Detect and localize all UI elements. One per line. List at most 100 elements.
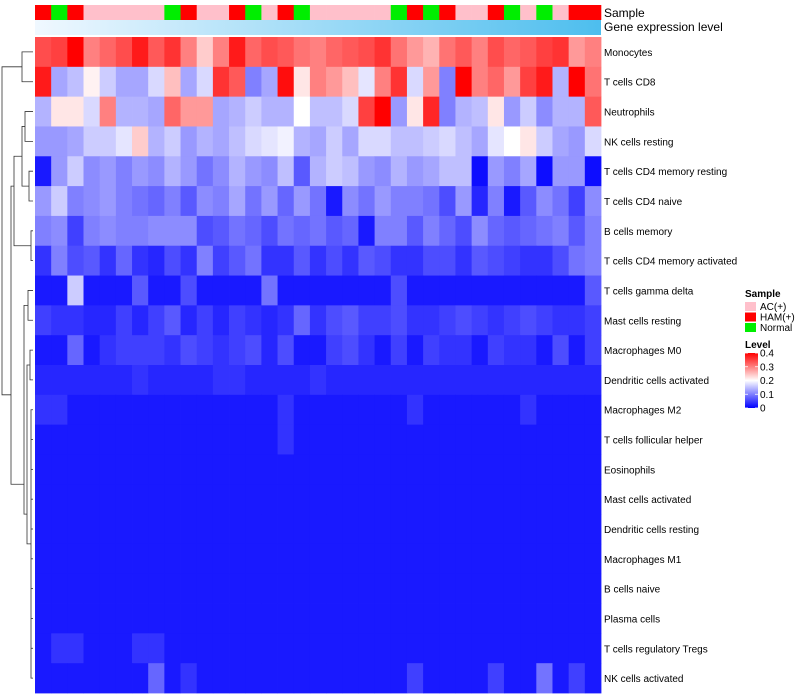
heatmap-cell: [487, 663, 505, 694]
heatmap-cell: [536, 37, 553, 68]
heatmap-cell: [584, 663, 602, 694]
heatmap-cell: [196, 663, 214, 694]
row-label: T cells follicular helper: [604, 436, 703, 447]
heatmap-cell: [229, 335, 246, 366]
heatmap-cell: [180, 394, 198, 426]
heatmap-cell: [83, 663, 101, 694]
heatmap-cell: [261, 514, 278, 545]
heatmap-cell: [83, 66, 101, 98]
heatmap-cell: [67, 156, 84, 187]
heatmap-cell: [196, 335, 214, 366]
dendrogram-branch: [24, 111, 33, 142]
heatmap-cell: [164, 573, 181, 604]
heatmap-cell: [487, 454, 505, 485]
heatmap-cell: [584, 126, 602, 157]
heatmap-cell: [342, 543, 359, 575]
heatmap-cell: [536, 186, 553, 217]
heatmap-cell: [229, 37, 246, 68]
heatmap-cell: [83, 335, 101, 366]
heatmap-cell: [115, 305, 133, 336]
heatmap-cell: [584, 335, 602, 366]
heatmap-cell: [229, 66, 246, 98]
heatmap-cell: [439, 394, 456, 426]
heatmap-cell: [439, 335, 456, 366]
sample-legend: Sample AC(+)HAM(+)Normal: [745, 289, 795, 334]
heatmap-cell: [212, 37, 230, 68]
heatmap-cell: [35, 96, 52, 127]
heatmap-cell: [552, 603, 570, 634]
row-label: Neutrophils: [604, 108, 655, 119]
heatmap-cell: [552, 305, 570, 336]
heatmap-cell: [35, 514, 52, 545]
heatmap-cell: [245, 394, 262, 426]
heatmap-cell: [439, 633, 456, 664]
heatmap-cell: [503, 66, 521, 98]
heatmap-cell: [455, 633, 473, 664]
heatmap-cell: [309, 603, 327, 634]
heatmap-cell: [406, 633, 424, 664]
sample-annotation-cell: [536, 5, 553, 20]
heatmap-cell: [67, 663, 84, 694]
heatmap-cell: [520, 573, 537, 604]
heatmap-cell: [471, 126, 489, 157]
heatmap-cell: [229, 96, 246, 127]
heatmap-cell: [277, 186, 295, 217]
heatmap-cell: [67, 424, 84, 455]
gene-expression-annotation-bar: [35, 20, 601, 35]
heatmap-cell: [245, 156, 262, 187]
heatmap-cell: [196, 186, 214, 217]
heatmap-cell: [245, 633, 262, 664]
heatmap-cell: [326, 633, 343, 664]
heatmap-cell: [390, 543, 408, 575]
heatmap-cell: [115, 275, 133, 306]
heatmap-cell: [358, 365, 375, 396]
heatmap-cell: [568, 514, 586, 545]
heatmap-cell: [245, 424, 262, 455]
heatmap-cell: [164, 514, 181, 545]
heatmap-cell: [536, 156, 553, 187]
heatmap-cell: [503, 37, 521, 68]
heatmap-cell: [229, 514, 246, 545]
heatmap-cell: [148, 603, 165, 634]
heatmap-cell: [67, 335, 84, 366]
heatmap-cell: [358, 305, 375, 336]
heatmap-cell: [212, 454, 230, 485]
heatmap-cell: [115, 215, 133, 247]
heatmap-cell: [148, 454, 165, 485]
heatmap-cell: [487, 573, 505, 604]
heatmap-cell: [536, 245, 553, 276]
heatmap-cell: [406, 335, 424, 366]
heatmap-cell: [293, 573, 311, 604]
heatmap-cell: [342, 663, 359, 694]
row-label: T cells CD4 memory activated: [604, 257, 737, 268]
heatmap-cell: [406, 126, 424, 157]
heatmap-cell: [99, 394, 117, 426]
heatmap-cell: [374, 394, 392, 426]
heatmap-cell: [439, 603, 456, 634]
heatmap-cell: [245, 603, 262, 634]
heatmap-cell: [196, 96, 214, 127]
heatmap-cell: [148, 514, 165, 545]
heatmap-cell: [406, 484, 424, 515]
heatmap-cell: [455, 365, 473, 396]
heatmap-cell: [180, 126, 198, 157]
sample-annotation-cell: [584, 5, 602, 20]
heatmap-cell: [245, 96, 262, 127]
heatmap-cell: [487, 424, 505, 455]
heatmap-cell: [455, 484, 473, 515]
heatmap-cell: [212, 633, 230, 664]
heatmap-cell: [99, 66, 117, 98]
heatmap-cell: [309, 394, 327, 426]
heatmap-cell: [277, 245, 295, 276]
row-label: T cells regulatory Tregs: [604, 644, 708, 655]
heatmap-cell: [164, 66, 181, 98]
heatmap-cell: [293, 275, 311, 306]
heatmap-cell: [520, 424, 537, 455]
heatmap-cell: [99, 573, 117, 604]
heatmap-cell: [277, 365, 295, 396]
heatmap-cell: [212, 573, 230, 604]
heatmap-cell: [245, 215, 262, 247]
heatmap-cell: [261, 365, 278, 396]
heatmap-cell: [132, 126, 149, 157]
